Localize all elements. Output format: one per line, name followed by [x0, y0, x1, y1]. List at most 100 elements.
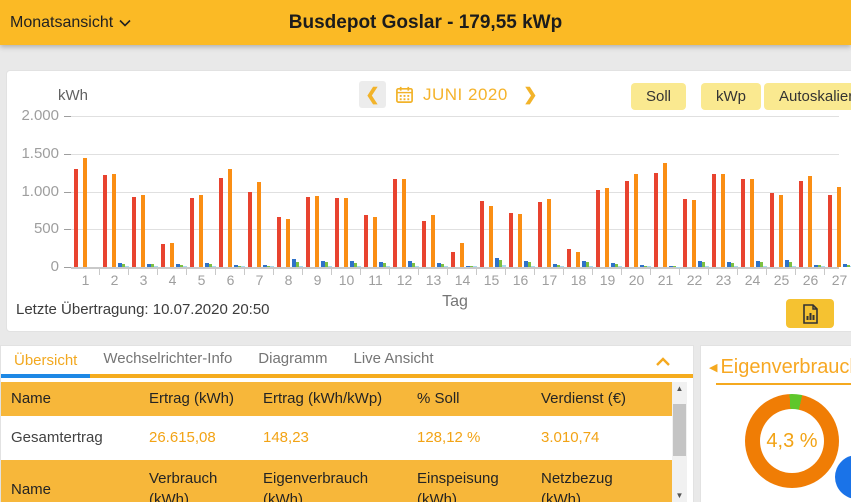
eigenverbrauch-bar[interactable]	[615, 264, 618, 267]
verbrauch-bar[interactable]	[611, 263, 615, 267]
ertrag-bar[interactable]	[315, 195, 319, 267]
soll-bar[interactable]	[74, 168, 78, 267]
soll-bar[interactable]	[741, 178, 745, 267]
netzbezug-bar[interactable]	[734, 265, 738, 267]
netzbezug-bar[interactable]	[357, 265, 361, 267]
eigenverbrauch-bar[interactable]	[731, 263, 734, 267]
ertrag-bar[interactable]	[83, 158, 87, 267]
floating-action-button[interactable]	[835, 455, 851, 499]
netzbezug-bar[interactable]	[299, 265, 303, 267]
eigenverbrauch-bar[interactable]	[325, 262, 328, 267]
verbrauch-bar[interactable]	[147, 263, 151, 267]
soll-bar[interactable]	[625, 180, 629, 267]
calendar-icon[interactable]	[395, 85, 414, 104]
ertrag-bar[interactable]	[373, 216, 377, 267]
verbrauch-bar[interactable]	[321, 260, 325, 267]
eigenverbrauch-bar[interactable]	[267, 265, 270, 267]
verbrauch-bar[interactable]	[727, 261, 731, 267]
verbrauch-bar[interactable]	[234, 264, 238, 267]
netzbezug-bar[interactable]	[241, 266, 245, 267]
eigenverbrauch-bar[interactable]	[499, 259, 502, 267]
ertrag-bar[interactable]	[460, 243, 464, 267]
netzbezug-bar[interactable]	[763, 265, 767, 267]
soll-bar[interactable]	[161, 244, 165, 267]
netzbezug-bar[interactable]	[444, 265, 448, 267]
verbrauch-bar[interactable]	[292, 258, 296, 267]
kwp-toggle-button[interactable]: kWp	[701, 83, 761, 110]
soll-bar[interactable]	[480, 200, 484, 267]
verbrauch-bar[interactable]	[495, 258, 499, 267]
eigenverbrauch-bar[interactable]	[122, 263, 125, 267]
verbrauch-bar[interactable]	[118, 262, 122, 267]
ertrag-bar[interactable]	[576, 251, 580, 267]
verbrauch-bar[interactable]	[640, 265, 644, 267]
verbrauch-bar[interactable]	[524, 260, 528, 267]
tab-diagramm[interactable]: Diagramm	[258, 350, 328, 367]
soll-bar[interactable]	[799, 181, 803, 267]
ertrag-bar[interactable]	[170, 242, 174, 267]
netzbezug-bar[interactable]	[328, 265, 332, 267]
ertrag-bar[interactable]	[402, 178, 406, 267]
soll-bar[interactable]	[422, 221, 426, 267]
netzbezug-bar[interactable]	[415, 265, 419, 267]
collapse-panel-button[interactable]	[651, 350, 675, 374]
tab-live-ansicht[interactable]: Live Ansicht	[353, 350, 434, 367]
netzbezug-bar[interactable]	[183, 265, 187, 267]
soll-bar[interactable]	[683, 198, 687, 267]
verbrauch-bar[interactable]	[698, 260, 702, 267]
eigenverbrauch-bar[interactable]	[557, 264, 560, 267]
scroll-up-arrow[interactable]: ▲	[675, 384, 684, 393]
ertrag-bar[interactable]	[228, 168, 232, 267]
ertrag-bar[interactable]	[489, 205, 493, 267]
verbrauch-bar[interactable]	[205, 263, 209, 267]
soll-bar[interactable]	[567, 249, 571, 267]
export-diagram-button[interactable]	[786, 299, 834, 328]
soll-bar[interactable]	[335, 197, 339, 267]
soll-bar[interactable]	[277, 217, 281, 267]
ertrag-bar[interactable]	[547, 198, 551, 267]
ertrag-bar[interactable]	[199, 194, 203, 267]
verbrauch-bar[interactable]	[437, 262, 441, 267]
tab-uebersicht[interactable]: Übersicht	[1, 346, 91, 378]
verbrauch-bar[interactable]	[756, 260, 760, 267]
verbrauch-bar[interactable]	[350, 261, 354, 267]
verbrauch-bar[interactable]	[553, 263, 557, 267]
eigenverbrauch-bar[interactable]	[354, 262, 357, 267]
netzbezug-bar[interactable]	[705, 265, 709, 267]
soll-bar[interactable]	[654, 172, 658, 267]
previous-month-button[interactable]: ❮	[359, 81, 386, 108]
expand-panel-arrow-icon[interactable]: ◀	[709, 362, 718, 374]
ertrag-bar[interactable]	[518, 214, 522, 267]
eigenverbrauch-bar[interactable]	[412, 262, 415, 267]
eigenverbrauch-bar[interactable]	[702, 262, 705, 267]
eigenverbrauch-bar[interactable]	[847, 264, 850, 267]
ertrag-bar[interactable]	[837, 187, 841, 267]
soll-bar[interactable]	[219, 177, 223, 267]
verbrauch-bar[interactable]	[408, 261, 412, 267]
soll-bar[interactable]	[712, 174, 716, 267]
tab-wechselrichter-info[interactable]: Wechselrichter-Info	[103, 350, 233, 367]
verbrauch-bar[interactable]	[669, 265, 673, 267]
verbrauch-bar[interactable]	[785, 260, 789, 267]
netzbezug-bar[interactable]	[386, 265, 390, 267]
soll-bar[interactable]	[306, 196, 310, 267]
soll-bar[interactable]	[132, 197, 136, 267]
netzbezug-bar[interactable]	[618, 266, 622, 267]
verbrauch-bar[interactable]	[843, 263, 847, 267]
eigenverbrauch-bar[interactable]	[151, 264, 154, 267]
netzbezug-bar[interactable]	[154, 266, 158, 267]
soll-bar[interactable]	[509, 212, 513, 267]
soll-bar[interactable]	[190, 198, 194, 267]
ertrag-bar[interactable]	[808, 176, 812, 267]
verbrauch-bar[interactable]	[379, 261, 383, 267]
ertrag-bar[interactable]	[431, 215, 435, 267]
eigenverbrauch-bar[interactable]	[180, 265, 183, 267]
soll-bar[interactable]	[451, 251, 455, 267]
eigenverbrauch-bar[interactable]	[383, 263, 386, 267]
soll-bar[interactable]	[828, 194, 832, 267]
autoscale-button[interactable]: Autoskalieren	[764, 83, 851, 110]
ertrag-bar[interactable]	[634, 173, 638, 267]
verbrauch-bar[interactable]	[263, 265, 267, 267]
next-month-button[interactable]: ❯	[517, 81, 544, 108]
soll-bar[interactable]	[248, 192, 252, 267]
